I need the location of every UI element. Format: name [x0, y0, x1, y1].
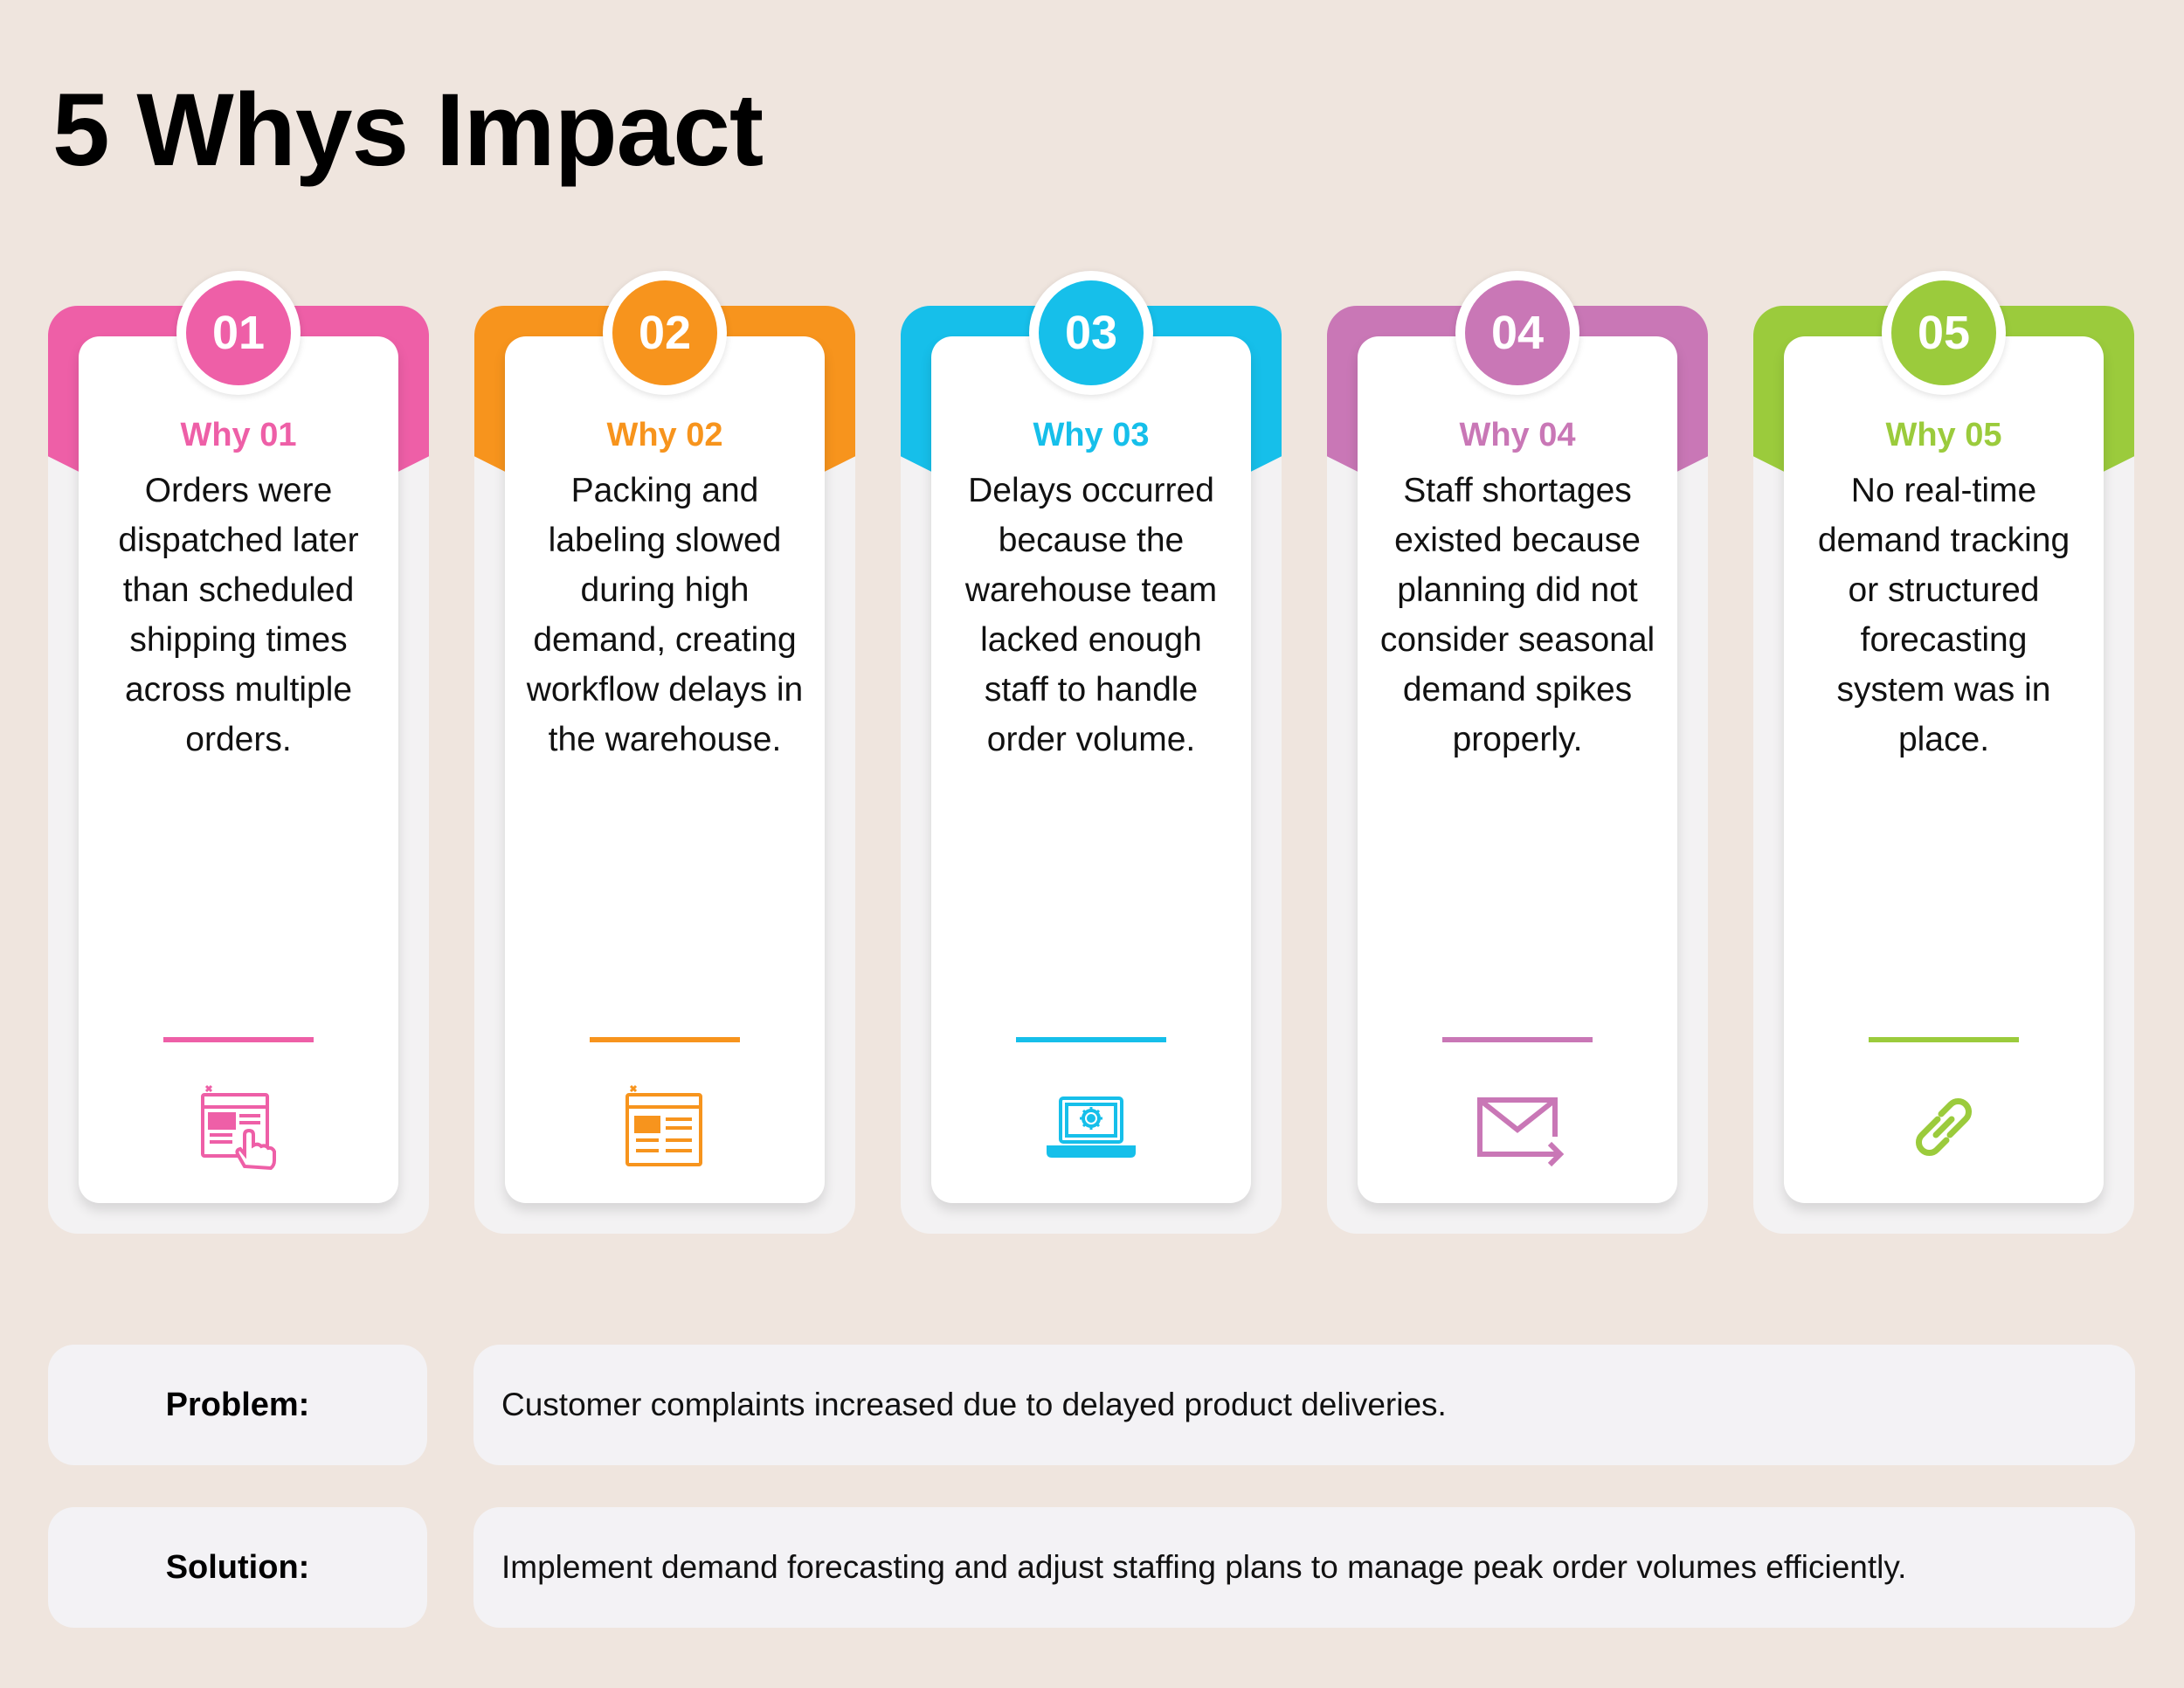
why-description: Staff shortages existed because planning… — [1379, 472, 1655, 758]
problem-text: Customer complaints increased due to del… — [473, 1345, 2135, 1465]
why-card-1: 01 Why 01 Orders were dispatched later t… — [48, 271, 429, 1234]
solution-text: Implement demand forecasting and adjust … — [473, 1507, 2135, 1628]
number-badge: 01 — [186, 280, 291, 385]
why-heading: Why 03 — [1033, 417, 1150, 453]
why-heading: Why 02 — [606, 417, 723, 453]
laptop-settings-icon — [1043, 1079, 1139, 1175]
number-badge-ring: 01 — [176, 271, 301, 395]
why-card-4: 04 Why 04 Staff shortages existed becaus… — [1327, 271, 1708, 1234]
why-description: Delays occurred because the warehouse te… — [964, 472, 1218, 758]
card-body — [1358, 336, 1677, 1203]
number-badge-ring: 05 — [1882, 271, 2006, 395]
number-badge-ring: 03 — [1029, 271, 1153, 395]
solution-label: Solution: — [48, 1507, 427, 1628]
card-body — [79, 336, 398, 1203]
divider-line — [1016, 1037, 1166, 1042]
number-badge: 04 — [1465, 280, 1570, 385]
card-body — [931, 336, 1251, 1203]
why-card-2: 02 Why 02 Packing and labeling slowed du… — [474, 271, 855, 1234]
number-badge: 03 — [1039, 280, 1144, 385]
card-body — [1784, 336, 2104, 1203]
number-badge: 02 — [612, 280, 717, 385]
divider-line — [1442, 1037, 1593, 1042]
card-body — [505, 336, 825, 1203]
browser-window-icon — [617, 1079, 713, 1175]
why-description: Packing and labeling slowed during high … — [526, 472, 804, 758]
envelope-send-icon — [1469, 1079, 1565, 1175]
divider-line — [163, 1037, 314, 1042]
divider-line — [1869, 1037, 2019, 1042]
why-description: No real-time demand tracking or structur… — [1817, 472, 2070, 758]
web-page-click-icon — [190, 1079, 287, 1175]
problem-label: Problem: — [48, 1345, 427, 1465]
why-heading: Why 04 — [1459, 417, 1576, 453]
why-card-3: 03 Why 03 Delays occurred because the wa… — [901, 271, 1282, 1234]
number-badge-ring: 04 — [1455, 271, 1579, 395]
why-card-5: 05 Why 05 No real-time demand tracking o… — [1753, 271, 2134, 1234]
why-heading: Why 05 — [1885, 417, 2002, 453]
chain-link-icon — [1896, 1079, 1992, 1175]
number-badge: 05 — [1891, 280, 1996, 385]
divider-line — [590, 1037, 740, 1042]
number-badge-ring: 02 — [603, 271, 727, 395]
why-heading: Why 01 — [180, 417, 297, 453]
why-description: Orders were dispatched later than schedu… — [118, 472, 359, 758]
page-title: 5 Whys Impact — [52, 73, 764, 188]
